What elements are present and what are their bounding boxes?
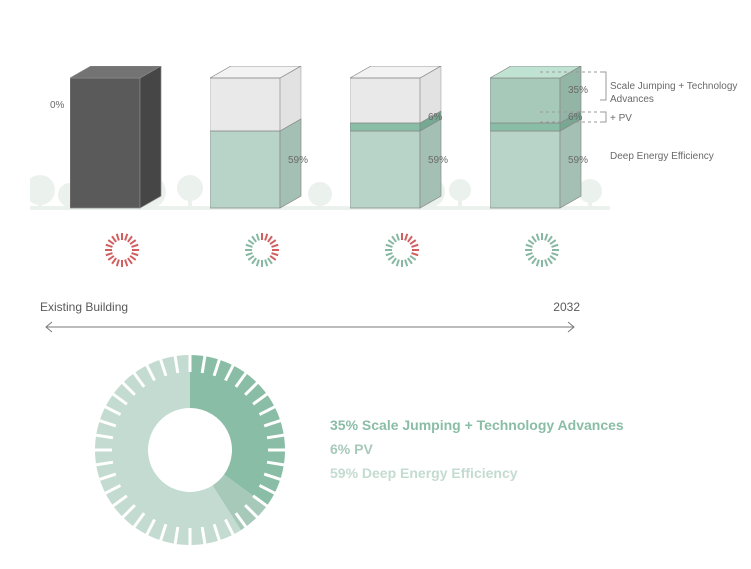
progress-ring (382, 230, 422, 270)
timeline-right-label: 2032 (553, 300, 580, 314)
donut-chart (90, 350, 290, 550)
legend-deep-energy: Deep Energy Efficiency (610, 150, 714, 163)
timeline-left-label: Existing Building (40, 300, 128, 314)
progress-ring (522, 230, 562, 270)
percent-label: 0% (50, 100, 64, 111)
building: 59% (210, 60, 350, 220)
guide-lines (540, 60, 610, 220)
timeline: Existing Building 2032 (40, 300, 580, 338)
donut-section: 35% Scale Jumping + Technology Advances … (90, 350, 670, 550)
legend-pv: + PV (610, 112, 632, 125)
donut-legend-scale-jumping: 35% Scale Jumping + Technology Advances (330, 414, 624, 438)
progress-ring (102, 230, 142, 270)
progress-ring (242, 230, 282, 270)
percent-label: 59% (428, 155, 448, 166)
spinner-row (40, 230, 710, 270)
donut-legend-deep-energy: 59% Deep Energy Efficiency (330, 462, 624, 486)
percent-label: 6% (428, 112, 442, 123)
timeline-axis (40, 321, 580, 333)
building: 0% (70, 60, 210, 220)
legend-scale-jumping: Scale Jumping + Technology Advances (610, 80, 751, 106)
donut-legend-pv: 6% PV (330, 438, 624, 462)
percent-label: 59% (288, 155, 308, 166)
donut-legend: 35% Scale Jumping + Technology Advances … (330, 414, 624, 485)
building: 59% 6% (350, 60, 490, 220)
